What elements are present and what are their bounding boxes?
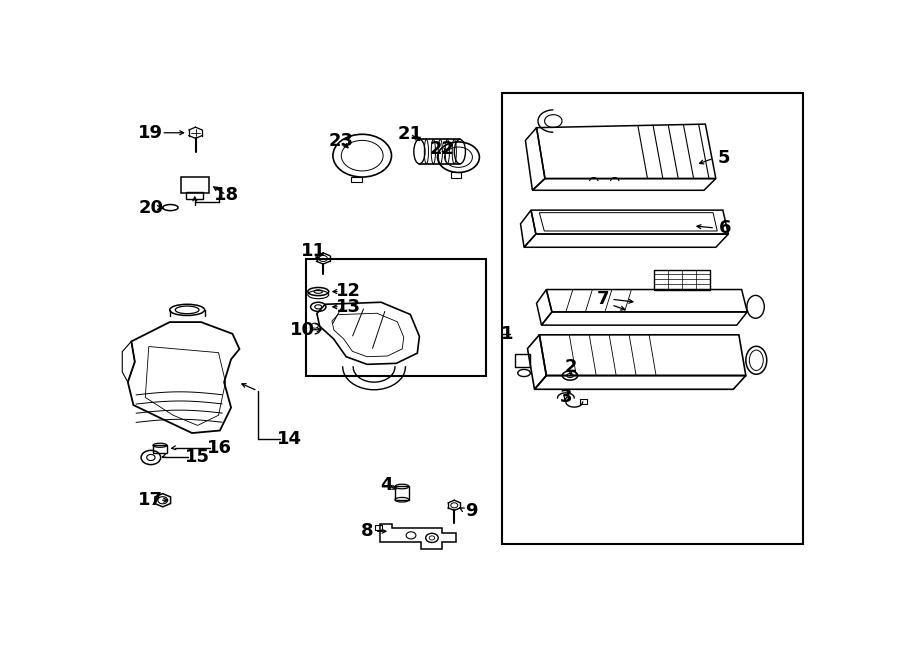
Text: 15: 15 — [185, 448, 210, 466]
Text: 4: 4 — [381, 476, 393, 494]
Bar — [501, 93, 803, 543]
Text: 10: 10 — [290, 321, 315, 338]
Text: 5: 5 — [717, 149, 730, 167]
Text: 9: 9 — [464, 502, 477, 520]
Bar — [515, 354, 530, 367]
Text: 17: 17 — [138, 491, 163, 509]
Text: 11: 11 — [301, 242, 326, 260]
Text: 16: 16 — [207, 439, 231, 457]
Bar — [351, 177, 362, 182]
Text: 8: 8 — [361, 522, 374, 540]
Bar — [395, 486, 409, 500]
Text: 19: 19 — [139, 124, 164, 141]
Bar — [153, 446, 166, 453]
Text: 18: 18 — [213, 186, 238, 204]
Text: 13: 13 — [336, 298, 361, 316]
Text: 22: 22 — [429, 140, 454, 158]
Text: 6: 6 — [719, 219, 731, 237]
Text: 3: 3 — [560, 389, 572, 407]
Text: 12: 12 — [336, 282, 361, 300]
Text: 2: 2 — [564, 358, 577, 376]
Bar — [306, 260, 486, 375]
Text: 7: 7 — [597, 290, 609, 308]
Text: 1: 1 — [501, 325, 514, 343]
Bar — [374, 525, 382, 530]
Bar — [186, 192, 203, 199]
Text: 14: 14 — [277, 430, 302, 448]
Text: 23: 23 — [328, 132, 354, 151]
Bar — [452, 173, 461, 178]
Text: 21: 21 — [398, 125, 423, 143]
Text: 20: 20 — [139, 198, 164, 217]
Bar — [181, 176, 209, 193]
Bar — [580, 399, 587, 404]
